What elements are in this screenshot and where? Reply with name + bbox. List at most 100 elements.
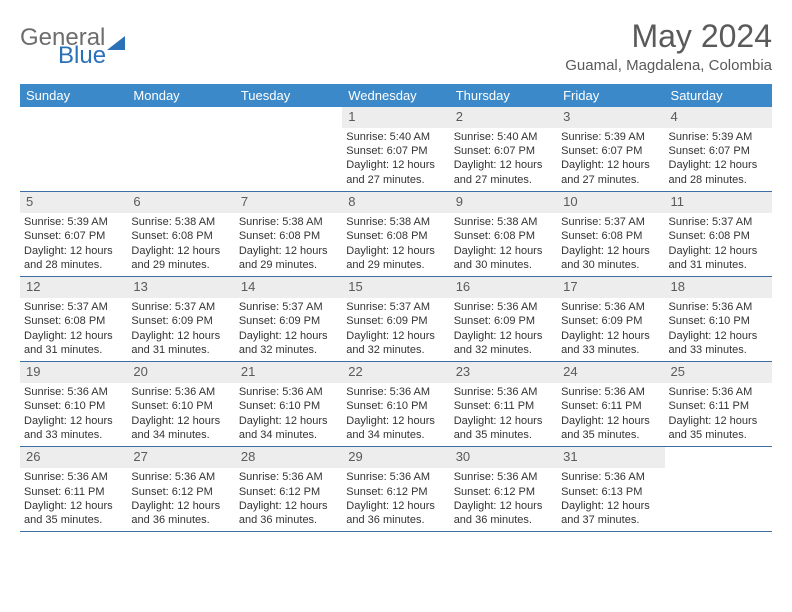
sunrise-text: Sunrise: 5:40 AM xyxy=(346,130,445,144)
location-text: Guamal, Magdalena, Colombia xyxy=(565,57,772,74)
day-cell: 25Sunrise: 5:36 AMSunset: 6:11 PMDayligh… xyxy=(665,362,772,446)
day-cell: 3Sunrise: 5:39 AMSunset: 6:07 PMDaylight… xyxy=(557,107,664,191)
daylight-text: Daylight: 12 hours and 28 minutes. xyxy=(24,244,123,273)
day-cell: 4Sunrise: 5:39 AMSunset: 6:07 PMDaylight… xyxy=(665,107,772,191)
day-number xyxy=(235,107,342,128)
day-number xyxy=(20,107,127,128)
day-empty xyxy=(127,107,234,191)
sunrise-text: Sunrise: 5:36 AM xyxy=(561,470,660,484)
day-body: Sunrise: 5:40 AMSunset: 6:07 PMDaylight:… xyxy=(342,128,449,191)
sunrise-text: Sunrise: 5:36 AM xyxy=(346,470,445,484)
day-number: 16 xyxy=(450,277,557,298)
day-number xyxy=(127,107,234,128)
daylight-text: Daylight: 12 hours and 29 minutes. xyxy=(346,244,445,273)
week-row: 1Sunrise: 5:40 AMSunset: 6:07 PMDaylight… xyxy=(20,107,772,192)
sunset-text: Sunset: 6:09 PM xyxy=(131,314,230,328)
sunset-text: Sunset: 6:10 PM xyxy=(24,399,123,413)
day-number: 5 xyxy=(20,192,127,213)
sunrise-text: Sunrise: 5:36 AM xyxy=(561,385,660,399)
day-number: 21 xyxy=(235,362,342,383)
day-cell: 23Sunrise: 5:36 AMSunset: 6:11 PMDayligh… xyxy=(450,362,557,446)
day-body: Sunrise: 5:36 AMSunset: 6:12 PMDaylight:… xyxy=(235,468,342,531)
sunrise-text: Sunrise: 5:36 AM xyxy=(24,385,123,399)
sunrise-text: Sunrise: 5:37 AM xyxy=(239,300,338,314)
day-body: Sunrise: 5:37 AMSunset: 6:09 PMDaylight:… xyxy=(235,298,342,361)
sunset-text: Sunset: 6:12 PM xyxy=(239,485,338,499)
day-cell: 8Sunrise: 5:38 AMSunset: 6:08 PMDaylight… xyxy=(342,192,449,276)
sunset-text: Sunset: 6:10 PM xyxy=(346,399,445,413)
day-cell: 9Sunrise: 5:38 AMSunset: 6:08 PMDaylight… xyxy=(450,192,557,276)
sunrise-text: Sunrise: 5:36 AM xyxy=(669,300,768,314)
day-cell: 28Sunrise: 5:36 AMSunset: 6:12 PMDayligh… xyxy=(235,447,342,531)
day-empty xyxy=(235,107,342,191)
day-cell: 12Sunrise: 5:37 AMSunset: 6:08 PMDayligh… xyxy=(20,277,127,361)
sunset-text: Sunset: 6:08 PM xyxy=(346,229,445,243)
day-body: Sunrise: 5:36 AMSunset: 6:10 PMDaylight:… xyxy=(20,383,127,446)
calendar: SundayMondayTuesdayWednesdayThursdayFrid… xyxy=(20,84,772,532)
day-body: Sunrise: 5:36 AMSunset: 6:10 PMDaylight:… xyxy=(127,383,234,446)
day-number: 25 xyxy=(665,362,772,383)
sunset-text: Sunset: 6:08 PM xyxy=(454,229,553,243)
day-number: 13 xyxy=(127,277,234,298)
day-body: Sunrise: 5:36 AMSunset: 6:10 PMDaylight:… xyxy=(342,383,449,446)
daylight-text: Daylight: 12 hours and 31 minutes. xyxy=(24,329,123,358)
day-cell: 19Sunrise: 5:36 AMSunset: 6:10 PMDayligh… xyxy=(20,362,127,446)
day-cell: 7Sunrise: 5:38 AMSunset: 6:08 PMDaylight… xyxy=(235,192,342,276)
day-cell: 1Sunrise: 5:40 AMSunset: 6:07 PMDaylight… xyxy=(342,107,449,191)
day-body: Sunrise: 5:37 AMSunset: 6:09 PMDaylight:… xyxy=(342,298,449,361)
daylight-text: Daylight: 12 hours and 29 minutes. xyxy=(239,244,338,273)
weekday-sunday: Sunday xyxy=(20,84,127,107)
day-body: Sunrise: 5:36 AMSunset: 6:11 PMDaylight:… xyxy=(665,383,772,446)
week-row: 12Sunrise: 5:37 AMSunset: 6:08 PMDayligh… xyxy=(20,277,772,362)
day-body: Sunrise: 5:39 AMSunset: 6:07 PMDaylight:… xyxy=(557,128,664,191)
sunset-text: Sunset: 6:09 PM xyxy=(454,314,553,328)
sunrise-text: Sunrise: 5:37 AM xyxy=(669,215,768,229)
daylight-text: Daylight: 12 hours and 36 minutes. xyxy=(346,499,445,528)
header: General Blue May 2024 Guamal, Magdalena,… xyxy=(20,18,772,74)
day-body: Sunrise: 5:36 AMSunset: 6:10 PMDaylight:… xyxy=(665,298,772,361)
sunset-text: Sunset: 6:07 PM xyxy=(346,144,445,158)
sunrise-text: Sunrise: 5:37 AM xyxy=(561,215,660,229)
day-number: 2 xyxy=(450,107,557,128)
daylight-text: Daylight: 12 hours and 32 minutes. xyxy=(454,329,553,358)
sunrise-text: Sunrise: 5:36 AM xyxy=(669,385,768,399)
day-number: 9 xyxy=(450,192,557,213)
sunset-text: Sunset: 6:11 PM xyxy=(561,399,660,413)
daylight-text: Daylight: 12 hours and 33 minutes. xyxy=(561,329,660,358)
sunset-text: Sunset: 6:10 PM xyxy=(239,399,338,413)
logo-text-block: General Blue xyxy=(20,24,125,70)
week-row: 5Sunrise: 5:39 AMSunset: 6:07 PMDaylight… xyxy=(20,192,772,277)
day-number: 8 xyxy=(342,192,449,213)
daylight-text: Daylight: 12 hours and 34 minutes. xyxy=(239,414,338,443)
day-cell: 14Sunrise: 5:37 AMSunset: 6:09 PMDayligh… xyxy=(235,277,342,361)
day-cell: 11Sunrise: 5:37 AMSunset: 6:08 PMDayligh… xyxy=(665,192,772,276)
day-number: 26 xyxy=(20,447,127,468)
weekday-header-row: SundayMondayTuesdayWednesdayThursdayFrid… xyxy=(20,84,772,107)
daylight-text: Daylight: 12 hours and 27 minutes. xyxy=(454,158,553,187)
month-title: May 2024 xyxy=(565,18,772,55)
title-block: May 2024 Guamal, Magdalena, Colombia xyxy=(565,18,772,74)
sunrise-text: Sunrise: 5:36 AM xyxy=(561,300,660,314)
day-body: Sunrise: 5:36 AMSunset: 6:10 PMDaylight:… xyxy=(235,383,342,446)
day-number xyxy=(665,447,772,468)
day-cell: 21Sunrise: 5:36 AMSunset: 6:10 PMDayligh… xyxy=(235,362,342,446)
day-cell: 22Sunrise: 5:36 AMSunset: 6:10 PMDayligh… xyxy=(342,362,449,446)
sunset-text: Sunset: 6:08 PM xyxy=(669,229,768,243)
day-cell: 30Sunrise: 5:36 AMSunset: 6:12 PMDayligh… xyxy=(450,447,557,531)
weekday-tuesday: Tuesday xyxy=(235,84,342,107)
sunrise-text: Sunrise: 5:38 AM xyxy=(454,215,553,229)
sunset-text: Sunset: 6:10 PM xyxy=(669,314,768,328)
day-body: Sunrise: 5:40 AMSunset: 6:07 PMDaylight:… xyxy=(450,128,557,191)
week-row: 19Sunrise: 5:36 AMSunset: 6:10 PMDayligh… xyxy=(20,362,772,447)
day-number: 18 xyxy=(665,277,772,298)
day-body: Sunrise: 5:36 AMSunset: 6:09 PMDaylight:… xyxy=(557,298,664,361)
sunrise-text: Sunrise: 5:36 AM xyxy=(454,300,553,314)
weekday-monday: Monday xyxy=(127,84,234,107)
day-cell: 18Sunrise: 5:36 AMSunset: 6:10 PMDayligh… xyxy=(665,277,772,361)
sunset-text: Sunset: 6:09 PM xyxy=(561,314,660,328)
weekday-wednesday: Wednesday xyxy=(342,84,449,107)
day-empty xyxy=(665,447,772,531)
sunset-text: Sunset: 6:13 PM xyxy=(561,485,660,499)
daylight-text: Daylight: 12 hours and 32 minutes. xyxy=(346,329,445,358)
day-body: Sunrise: 5:36 AMSunset: 6:12 PMDaylight:… xyxy=(450,468,557,531)
